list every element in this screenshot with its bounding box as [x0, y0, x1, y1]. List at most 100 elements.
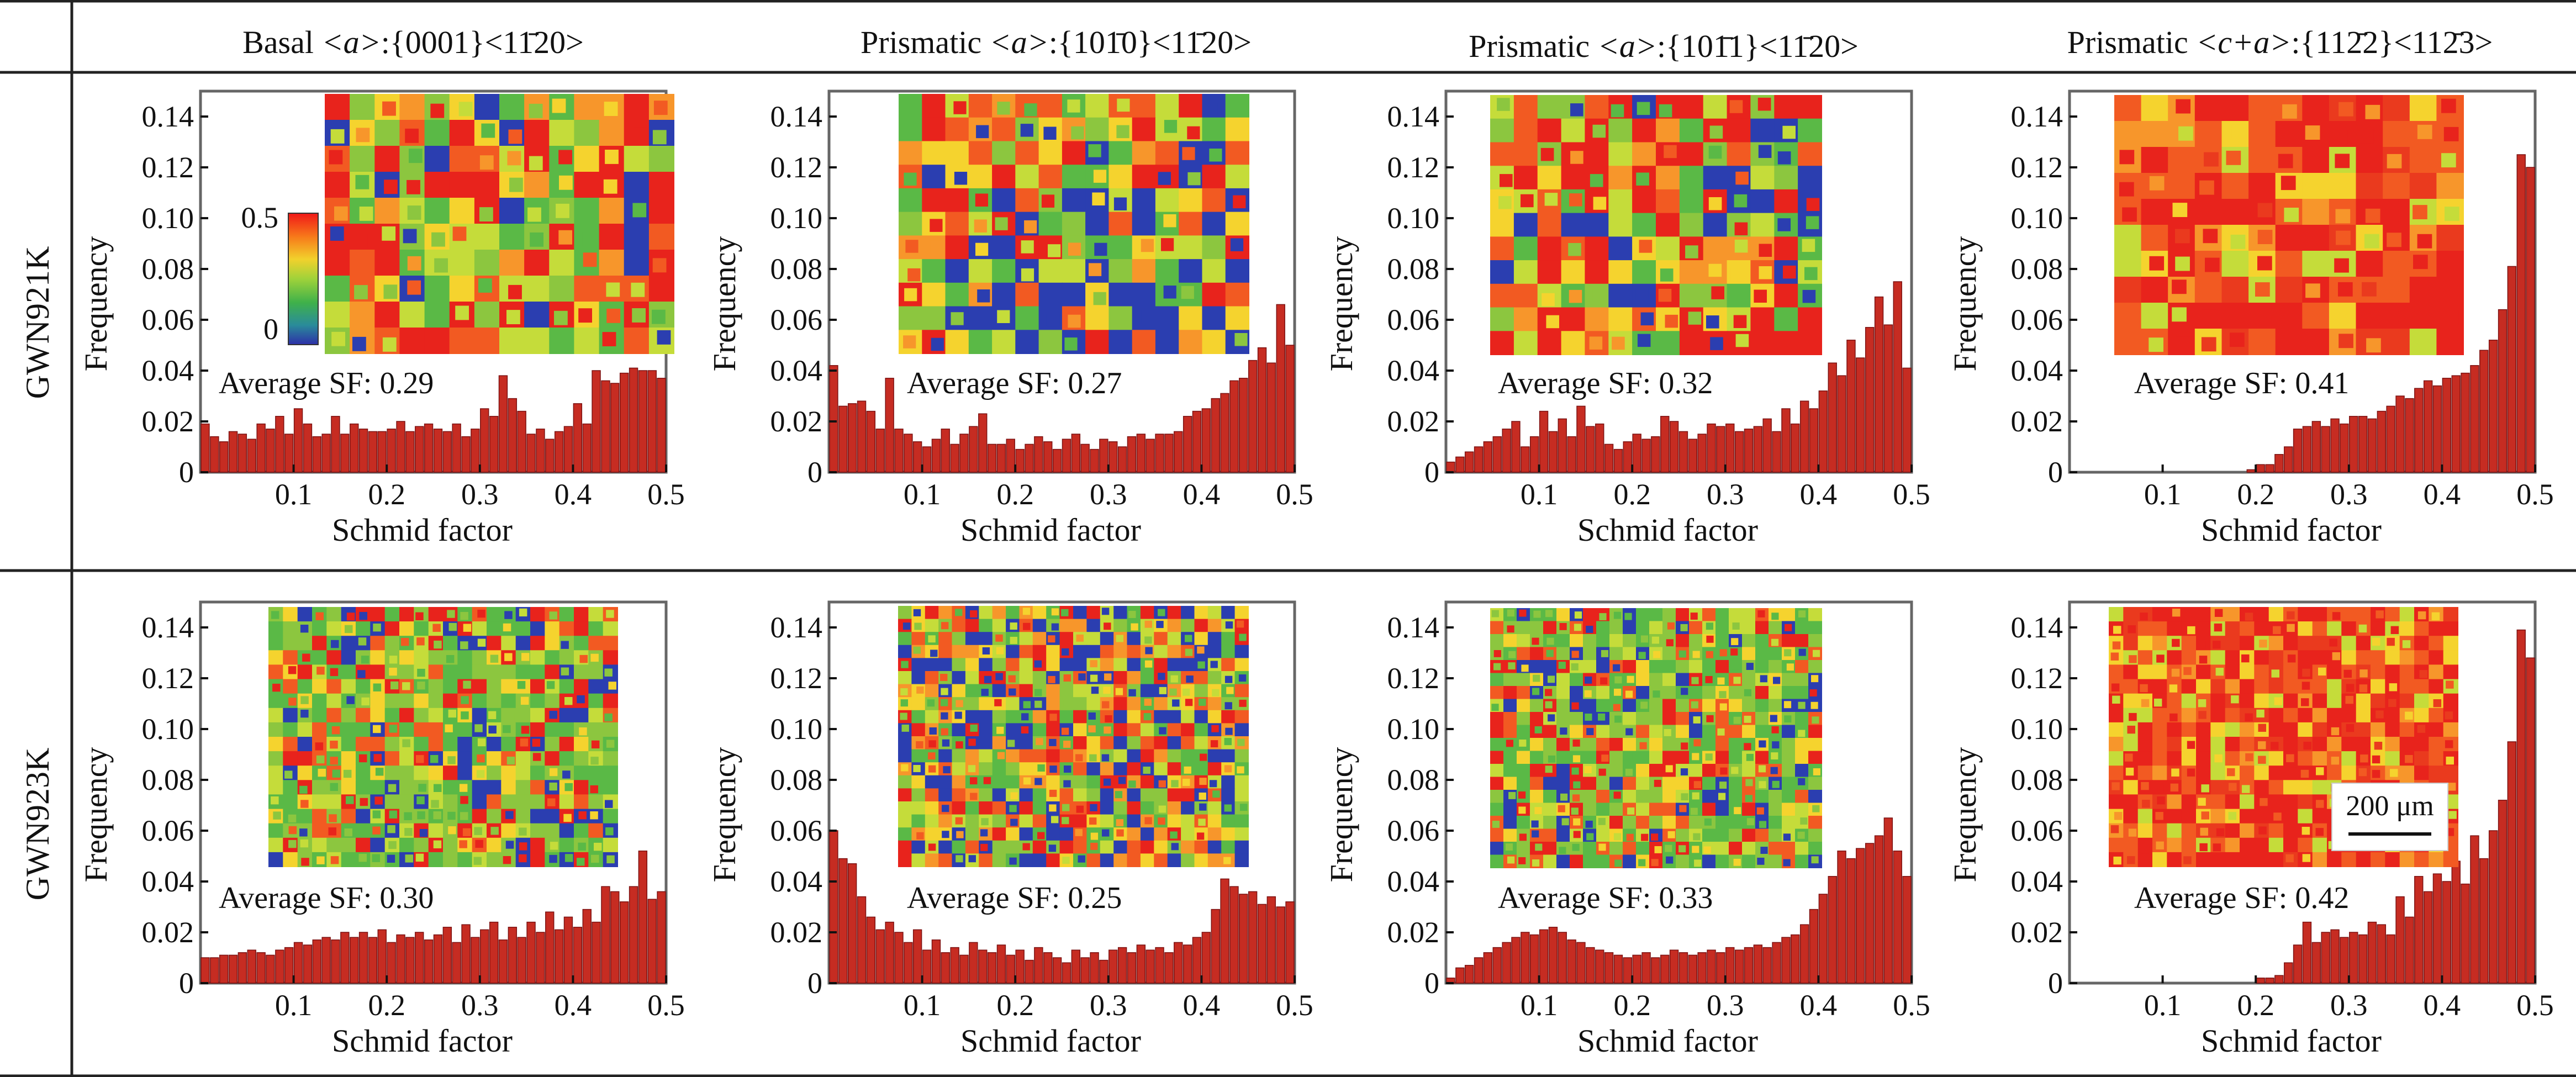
- grain-cell: [1623, 790, 1637, 804]
- histogram-bar: [1174, 942, 1183, 984]
- grain-cell: [1225, 259, 1249, 283]
- histogram-bar: [922, 446, 932, 473]
- grain-cell: [2148, 281, 2163, 296]
- histogram-bar: [2461, 372, 2470, 473]
- grain-cell: [975, 193, 988, 207]
- grain-cell: [1518, 857, 1526, 864]
- grain-cell: [2210, 794, 2226, 810]
- y-tick-label: 0.02: [1387, 916, 1440, 949]
- grain-cell: [1665, 844, 1672, 852]
- histogram-bar: [554, 431, 564, 473]
- grain-cell: [1598, 713, 1606, 721]
- grain-cell: [545, 636, 560, 651]
- grain-cell: [995, 217, 1008, 230]
- grain-cell: [2333, 130, 2348, 144]
- y-tick-label: 0.02: [2011, 916, 2063, 949]
- grain-cell: [359, 207, 373, 221]
- histogram-bar: [415, 426, 424, 473]
- y-tick-label: 0.12: [1387, 662, 1440, 695]
- grain-cell: [1612, 336, 1625, 350]
- grain-cell: [577, 858, 585, 866]
- histogram-bar: [508, 398, 518, 473]
- x-tick-label: 0.5: [647, 989, 685, 1022]
- grain-cell: [1665, 765, 1673, 773]
- grain-cell: [1808, 790, 1822, 804]
- grain-cell: [2409, 147, 2437, 173]
- grain-cell: [316, 755, 325, 764]
- grain-cell: [2221, 251, 2250, 277]
- grain-cell: [530, 780, 546, 795]
- histogram-bar: [350, 937, 359, 984]
- grain-cell: [1718, 793, 1726, 800]
- histogram-bar: [1034, 947, 1043, 984]
- grain-cell: [2283, 708, 2299, 723]
- x-tick-label: 0.1: [275, 989, 313, 1022]
- grain-cell: [603, 722, 618, 737]
- grain-cell: [1073, 788, 1088, 802]
- grain-cell: [2221, 277, 2250, 303]
- grain-cell: [1490, 828, 1504, 842]
- grain-cell: [1508, 767, 1516, 774]
- grain-cell: [417, 668, 425, 677]
- x-tick-label: 0.4: [1800, 989, 1838, 1022]
- grain-cell: [1073, 645, 1088, 659]
- histogram-bar: [433, 934, 443, 984]
- histogram-bar: [2330, 418, 2340, 473]
- grain-cell: [2155, 785, 2164, 794]
- grain-cell: [904, 288, 917, 302]
- grain-cell: [504, 653, 513, 661]
- grain-cell: [499, 94, 525, 120]
- histogram-bar: [1127, 436, 1137, 473]
- grain-cell: [2409, 95, 2437, 122]
- grain-cell: [457, 852, 473, 867]
- column-header-1: Basal <a>:{0001}<11̄20>: [242, 24, 584, 60]
- grain-cell: [591, 740, 600, 749]
- grain-cell: [590, 714, 599, 722]
- grain-cell: [582, 232, 597, 246]
- grain-cell: [2445, 711, 2453, 720]
- grain-cell: [501, 679, 516, 694]
- grain-cell: [1546, 637, 1554, 645]
- grain-cell: [2255, 99, 2270, 113]
- grain-cell: [925, 775, 939, 789]
- grain-cell: [443, 636, 458, 651]
- grain-cell: [2114, 251, 2142, 277]
- grain-cell: [2358, 768, 2367, 777]
- grain-cell: [995, 150, 1009, 163]
- grain-cell: [1704, 818, 1712, 826]
- grain-cell: [1167, 632, 1182, 646]
- grain-cell: [1234, 606, 1249, 620]
- grain-cell: [1676, 634, 1690, 648]
- grain-cell: [1019, 801, 1033, 815]
- grain-cell: [559, 722, 574, 737]
- grain-cell: [1010, 819, 1018, 826]
- grain-cell: [2210, 693, 2226, 709]
- colorbar-max-label: 0.5: [241, 201, 279, 234]
- grain-cell: [1207, 827, 1222, 841]
- grain-cell: [1742, 608, 1756, 622]
- grain-cell: [997, 752, 1005, 759]
- grain-cell: [549, 854, 557, 863]
- grain-cell: [1032, 645, 1047, 659]
- grain-cell: [900, 754, 909, 762]
- grain-cell: [1127, 671, 1141, 685]
- grain-cell: [2443, 664, 2458, 680]
- grain-cell: [2372, 755, 2380, 764]
- grain-cell: [2114, 95, 2142, 122]
- grain-cell: [1613, 611, 1622, 619]
- histogram-bar: [1080, 444, 1090, 473]
- grain-cell: [603, 621, 618, 637]
- grain-cell: [1692, 651, 1700, 658]
- grain-cell: [1491, 610, 1499, 617]
- grain-cell: [476, 770, 485, 778]
- grain-cell: [1782, 751, 1796, 764]
- grain-cell: [1679, 213, 1704, 237]
- grain-cell: [1543, 725, 1557, 738]
- grain-cell: [504, 611, 513, 619]
- grain-cell: [1089, 754, 1097, 762]
- grain-cell: [460, 654, 468, 662]
- grain-cell: [1769, 803, 1782, 816]
- grain-cell: [1676, 828, 1690, 842]
- histogram-bar: [1062, 439, 1071, 473]
- grain-cell: [1785, 624, 1792, 631]
